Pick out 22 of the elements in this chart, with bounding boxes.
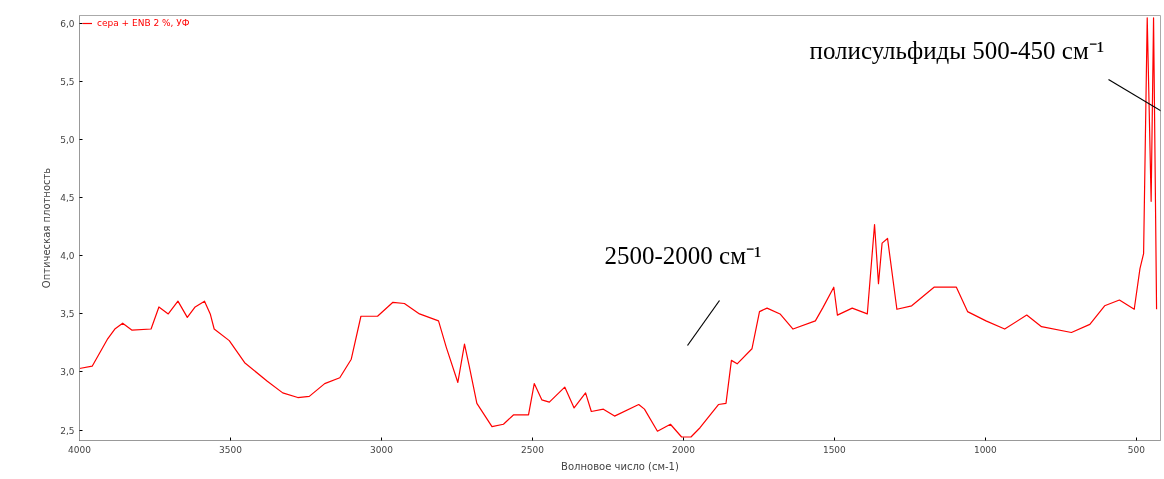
x-tick-label: 500 bbox=[1127, 444, 1146, 455]
y-tick-label: 6,0 bbox=[60, 19, 75, 30]
y-tick-label: 5,5 bbox=[60, 77, 75, 88]
y-tick-label: 3,0 bbox=[60, 367, 75, 378]
y-tick-label: 5,0 bbox=[60, 135, 75, 146]
y-tick-label: 4,0 bbox=[60, 251, 75, 262]
line-series bbox=[79, 17, 1158, 438]
y-axis-title: Оптическая плотность bbox=[41, 167, 53, 289]
x-tick-label: 3500 bbox=[219, 444, 243, 455]
legend-label: сера + ENB 2 %, УФ bbox=[97, 18, 190, 28]
annotation: полисульфиды 500-450 см⁻¹ bbox=[809, 36, 1105, 64]
x-tick-label: 2500 bbox=[520, 444, 545, 455]
x-tick-label: 2000 bbox=[671, 444, 696, 455]
x-tick-label: 1500 bbox=[822, 444, 847, 455]
x-tick-label: 3000 bbox=[370, 444, 394, 455]
annotation: 2500-2000 см⁻¹ bbox=[604, 241, 762, 269]
y-tick-label: 4,5 bbox=[60, 193, 75, 204]
y-tick-label: 3,5 bbox=[60, 309, 75, 320]
x-axis-title: Волновое число (см-1) bbox=[561, 460, 679, 472]
x-tick-label: 1000 bbox=[973, 444, 998, 455]
y-tick-label: 2,5 bbox=[60, 425, 75, 436]
x-tick-label: 4000 bbox=[68, 444, 92, 455]
